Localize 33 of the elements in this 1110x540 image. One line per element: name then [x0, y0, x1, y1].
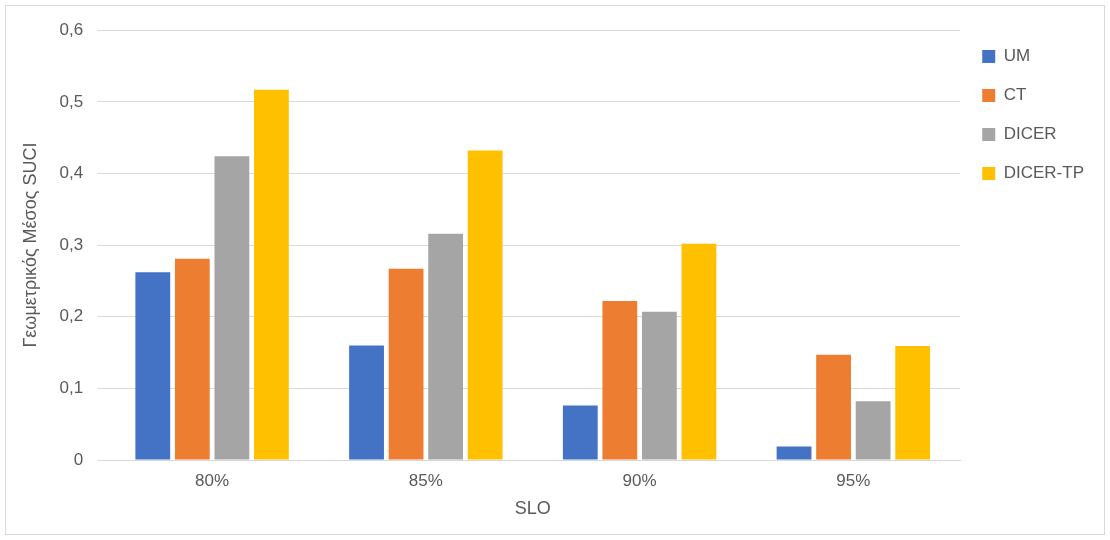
bar [681, 243, 717, 460]
bar [602, 300, 638, 460]
bar [135, 272, 171, 460]
legend-label: DICER [1003, 124, 1057, 144]
bar [349, 345, 384, 460]
bar [428, 233, 464, 460]
x-tick-label: 85% [408, 470, 443, 490]
y-tick-label: 0,3 [59, 234, 84, 254]
bar [388, 268, 424, 460]
bar [816, 354, 851, 460]
y-tick-label: 0,6 [59, 19, 84, 39]
y-tick-label: 0,1 [59, 378, 84, 398]
y-axis-title: Γεωμετρικός Μέσος SUCI [19, 142, 40, 348]
bar [562, 405, 598, 460]
x-tick-label: 80% [195, 470, 230, 490]
legend-label: CT [1003, 85, 1027, 105]
legend-label: UM [1003, 46, 1031, 66]
y-tick-label: 0 [73, 449, 84, 469]
y-tick-label: 0,2 [59, 306, 84, 326]
bar [855, 401, 891, 460]
y-tick-label: 0,4 [59, 163, 84, 183]
legend-label: DICER-TP [1003, 163, 1084, 183]
x-tick-label: 90% [622, 470, 657, 490]
x-axis-title: SLO [514, 498, 551, 519]
bar [467, 150, 503, 460]
bar [254, 89, 289, 460]
bar [776, 446, 812, 460]
x-tick-label: 95% [836, 470, 871, 490]
bar [214, 156, 250, 460]
y-tick-label: 0,5 [59, 91, 84, 111]
bar [174, 258, 210, 460]
bar [895, 346, 931, 460]
bar [641, 311, 677, 460]
